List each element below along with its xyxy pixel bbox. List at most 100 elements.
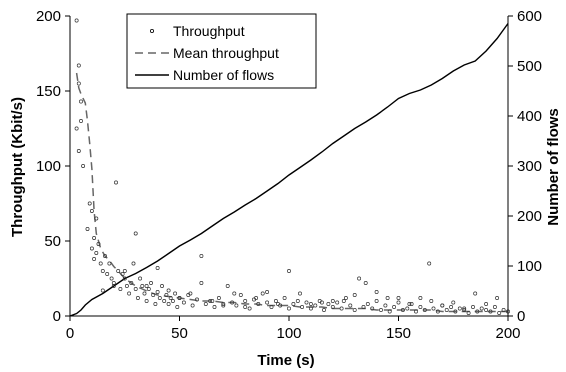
throughput-point bbox=[352, 308, 357, 312]
throughput-point bbox=[144, 299, 149, 303]
throughput-point bbox=[135, 296, 140, 300]
throughput-point bbox=[341, 299, 346, 303]
throughput-point bbox=[387, 309, 392, 314]
throughput-point bbox=[195, 297, 199, 302]
throughput-point bbox=[105, 272, 110, 276]
throughput-point bbox=[142, 291, 147, 296]
throughput-point bbox=[269, 305, 274, 309]
throughput-point bbox=[230, 300, 235, 305]
throughput-point bbox=[313, 303, 318, 308]
throughput-point bbox=[298, 291, 302, 296]
throughput-point bbox=[370, 306, 375, 311]
x-tick-label: 0 bbox=[66, 325, 74, 342]
throughput-point bbox=[122, 276, 127, 281]
throughput-point bbox=[74, 18, 79, 23]
throughput-point bbox=[396, 296, 401, 300]
throughput-point bbox=[151, 293, 156, 297]
throughput-point bbox=[94, 216, 99, 221]
throughput-point bbox=[396, 300, 401, 305]
throughput-point bbox=[216, 296, 221, 300]
throughput-point bbox=[429, 299, 434, 303]
legend: Throughput Mean throughput Number of flo… bbox=[126, 13, 317, 89]
throughput-point bbox=[495, 296, 500, 300]
throughput-point bbox=[155, 266, 160, 270]
x-tick-label: 50 bbox=[171, 325, 188, 342]
y-left-tick-label: 50 bbox=[44, 233, 61, 250]
legend-flows-label: Number of flows bbox=[173, 67, 274, 83]
throughput-point bbox=[175, 305, 180, 309]
throughput-point bbox=[92, 236, 97, 240]
throughput-point bbox=[287, 306, 291, 311]
throughput-point bbox=[276, 302, 280, 306]
throughput-point bbox=[144, 284, 149, 288]
throughput-point bbox=[74, 126, 79, 131]
throughput-point bbox=[400, 308, 405, 312]
y-right-tick-label: 500 bbox=[517, 58, 542, 75]
y-right-tick-label: 400 bbox=[517, 108, 542, 125]
throughput-point bbox=[210, 299, 215, 303]
y-axis-right-title: Number of flows bbox=[545, 108, 562, 226]
throughput-point bbox=[363, 281, 368, 285]
throughput-point bbox=[352, 293, 357, 297]
throughput-point bbox=[114, 180, 118, 185]
throughput-point bbox=[473, 291, 478, 296]
throughput-point bbox=[405, 306, 410, 311]
x-tick-label: 150 bbox=[386, 325, 411, 342]
throughput-point bbox=[190, 303, 195, 308]
throughput-point bbox=[149, 281, 153, 285]
throughput-point bbox=[273, 299, 278, 303]
throughput-point bbox=[94, 251, 99, 255]
throughput-point bbox=[471, 305, 475, 309]
throughput-point bbox=[168, 296, 173, 300]
y-left-tick-label: 150 bbox=[36, 83, 61, 100]
throughput-point bbox=[308, 306, 313, 311]
throughput-point bbox=[265, 300, 270, 305]
throughput-point bbox=[451, 300, 456, 305]
throughput-point bbox=[291, 302, 296, 306]
throughput-point bbox=[295, 299, 300, 303]
throughput-point bbox=[383, 303, 388, 308]
throughput-point bbox=[330, 305, 335, 309]
throughput-point bbox=[488, 309, 493, 314]
throughput-point bbox=[111, 284, 116, 288]
throughput-point bbox=[479, 306, 484, 311]
throughput-point bbox=[431, 306, 436, 311]
y-right-tick-label: 300 bbox=[517, 158, 542, 175]
throughput-point bbox=[501, 308, 506, 312]
throughput-point bbox=[89, 246, 94, 251]
y-right-tick-label: 200 bbox=[517, 208, 542, 225]
throughput-point bbox=[107, 261, 112, 266]
throughput-point bbox=[330, 299, 335, 303]
throughput-point bbox=[282, 296, 287, 300]
y-left-tick-label: 100 bbox=[36, 158, 61, 175]
throughput-point bbox=[256, 302, 261, 306]
number-of-flows-line bbox=[69, 23, 509, 317]
throughput-point bbox=[85, 227, 90, 231]
throughput-point bbox=[177, 296, 182, 300]
throughput-point bbox=[365, 302, 370, 306]
throughput-point bbox=[407, 302, 412, 306]
throughput-point bbox=[109, 276, 114, 281]
throughput-point bbox=[339, 306, 344, 311]
throughput-point bbox=[374, 299, 379, 303]
throughput-point bbox=[212, 305, 217, 309]
mean-throughput-line bbox=[75, 72, 508, 313]
throughput-point bbox=[122, 269, 127, 273]
y-right-tick-label: 0 bbox=[517, 308, 525, 325]
legend-mean-label: Mean throughput bbox=[173, 45, 279, 61]
throughput-point bbox=[243, 299, 248, 303]
throughput-point bbox=[124, 284, 129, 288]
throughput-point bbox=[173, 291, 178, 296]
throughput-point bbox=[449, 305, 454, 309]
throughput-point bbox=[208, 299, 213, 303]
throughput-point bbox=[199, 281, 204, 285]
throughput-point bbox=[343, 296, 348, 300]
throughput-point bbox=[326, 302, 331, 306]
throughput-point bbox=[418, 305, 423, 309]
y-left-tick-label: 0 bbox=[53, 308, 61, 325]
y-right-tick-label: 600 bbox=[517, 8, 542, 25]
x-tick-label: 100 bbox=[276, 325, 301, 342]
throughput-point bbox=[265, 290, 270, 294]
throughput-point bbox=[453, 309, 458, 314]
throughput-point bbox=[225, 284, 230, 288]
